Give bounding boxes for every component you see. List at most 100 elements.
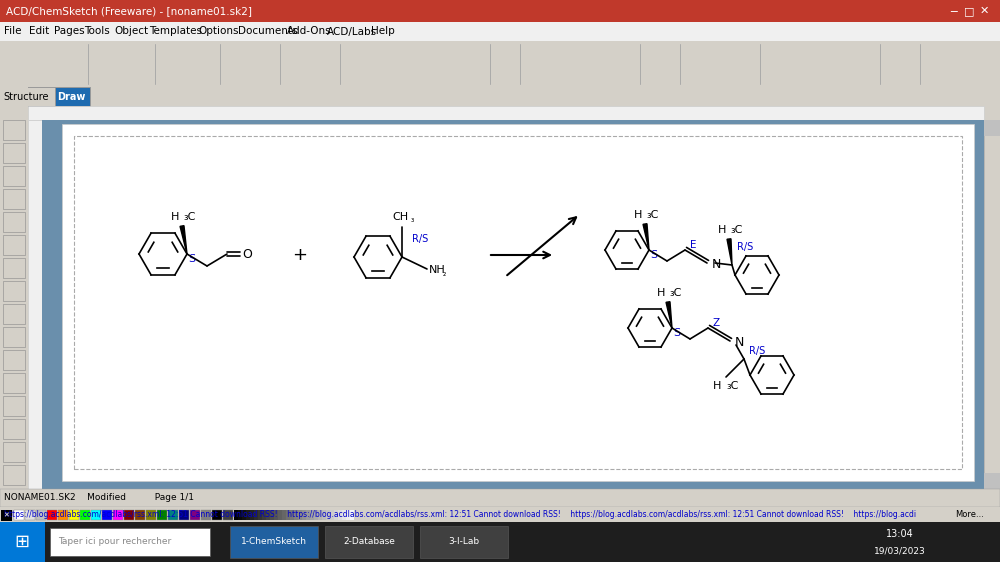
Bar — [0, 489, 1000, 507]
Bar — [3, 235, 25, 255]
Text: ✕: ✕ — [979, 6, 989, 16]
Bar — [55, 87, 90, 106]
Text: NH: NH — [429, 265, 446, 275]
Bar — [3, 120, 25, 140]
Bar — [250, 510, 254, 520]
Bar — [102, 510, 112, 520]
Bar — [242, 510, 246, 520]
Bar — [270, 510, 274, 520]
Bar — [0, 507, 1000, 522]
Text: 3-I-Lab: 3-I-Lab — [448, 537, 480, 546]
Text: 2-Database: 2-Database — [343, 537, 395, 546]
Bar — [274, 510, 278, 520]
Text: N: N — [712, 257, 721, 270]
Bar — [146, 510, 156, 520]
Bar — [124, 510, 134, 520]
Text: Edit: Edit — [29, 26, 49, 37]
Bar — [0, 41, 1000, 87]
Bar — [3, 327, 25, 347]
Bar — [306, 510, 310, 520]
Bar — [3, 350, 25, 370]
Text: H: H — [657, 288, 665, 298]
Bar — [330, 510, 334, 520]
Text: ₃C: ₃C — [730, 225, 742, 235]
Bar — [0, 0, 1000, 22]
Bar — [314, 510, 318, 520]
Bar — [91, 510, 101, 520]
Text: https://blog.acdlabs.com/acdlabs/rss.xml: 12:51 Cannot download RSS!    https://: https://blog.acdlabs.com/acdlabs/rss.xml… — [4, 510, 916, 519]
Bar — [234, 510, 238, 520]
Text: ₃C: ₃C — [646, 210, 658, 220]
Text: ACD/ChemSketch (Freeware) - [noname01.sk2]: ACD/ChemSketch (Freeware) - [noname01.sk… — [6, 6, 252, 16]
Bar — [28, 120, 42, 489]
Bar — [14, 510, 24, 520]
Text: ₃C: ₃C — [726, 381, 738, 391]
Bar — [326, 510, 330, 520]
Bar — [246, 510, 250, 520]
Text: File: File — [4, 26, 22, 37]
Bar — [0, 87, 28, 489]
Bar — [69, 510, 79, 520]
Text: 1-ChemSketch: 1-ChemSketch — [241, 537, 307, 546]
Bar — [0, 522, 1000, 562]
Bar — [3, 212, 25, 232]
Bar — [290, 510, 294, 520]
Bar — [294, 510, 298, 520]
Bar — [318, 510, 322, 520]
Text: NONAME01.SK2    Modified          Page 1/1: NONAME01.SK2 Modified Page 1/1 — [4, 493, 194, 502]
Bar — [50, 528, 210, 556]
Bar — [820, 522, 1000, 562]
Bar — [58, 510, 68, 520]
Bar — [3, 304, 25, 324]
Bar — [223, 510, 233, 520]
Bar — [3, 258, 25, 278]
Bar — [3, 281, 25, 301]
Bar — [28, 106, 984, 120]
Bar — [342, 510, 346, 520]
Text: S: S — [650, 250, 657, 260]
Bar — [80, 510, 90, 520]
Bar — [3, 442, 25, 462]
Bar — [254, 510, 258, 520]
Bar — [74, 136, 962, 469]
Text: ⊞: ⊞ — [14, 533, 30, 551]
Text: Object: Object — [114, 26, 149, 37]
Text: Documents: Documents — [238, 26, 298, 37]
Text: S: S — [673, 328, 680, 338]
Bar — [25, 510, 35, 520]
Text: Templates: Templates — [149, 26, 202, 37]
Bar — [42, 120, 984, 489]
Polygon shape — [727, 239, 732, 265]
Text: E: E — [690, 240, 696, 250]
Bar — [325, 526, 413, 558]
Text: CH: CH — [392, 212, 408, 222]
Text: Add-Ons: Add-Ons — [287, 26, 332, 37]
Text: ₃: ₃ — [410, 215, 414, 224]
Text: H: H — [713, 381, 721, 391]
Bar — [278, 510, 282, 520]
Text: Help: Help — [371, 26, 395, 37]
Polygon shape — [666, 302, 672, 328]
Bar — [282, 510, 286, 520]
Bar — [984, 120, 1000, 489]
Bar — [0, 522, 45, 562]
Bar — [0, 87, 55, 106]
Text: H: H — [171, 212, 179, 222]
Bar — [36, 510, 46, 520]
Text: Pages: Pages — [54, 26, 85, 37]
Bar — [302, 510, 306, 520]
Bar — [984, 120, 1000, 136]
Bar — [179, 510, 189, 520]
Bar — [47, 510, 57, 520]
Text: ₂: ₂ — [443, 269, 446, 278]
Text: O: O — [242, 247, 252, 261]
Text: N: N — [735, 336, 744, 348]
Bar — [310, 510, 314, 520]
Bar — [266, 510, 270, 520]
Bar — [322, 510, 326, 520]
Bar — [350, 510, 354, 520]
Text: Draw: Draw — [57, 92, 85, 102]
Text: H: H — [634, 210, 642, 220]
Text: Structure: Structure — [3, 92, 48, 102]
Text: ₃C: ₃C — [669, 288, 681, 298]
